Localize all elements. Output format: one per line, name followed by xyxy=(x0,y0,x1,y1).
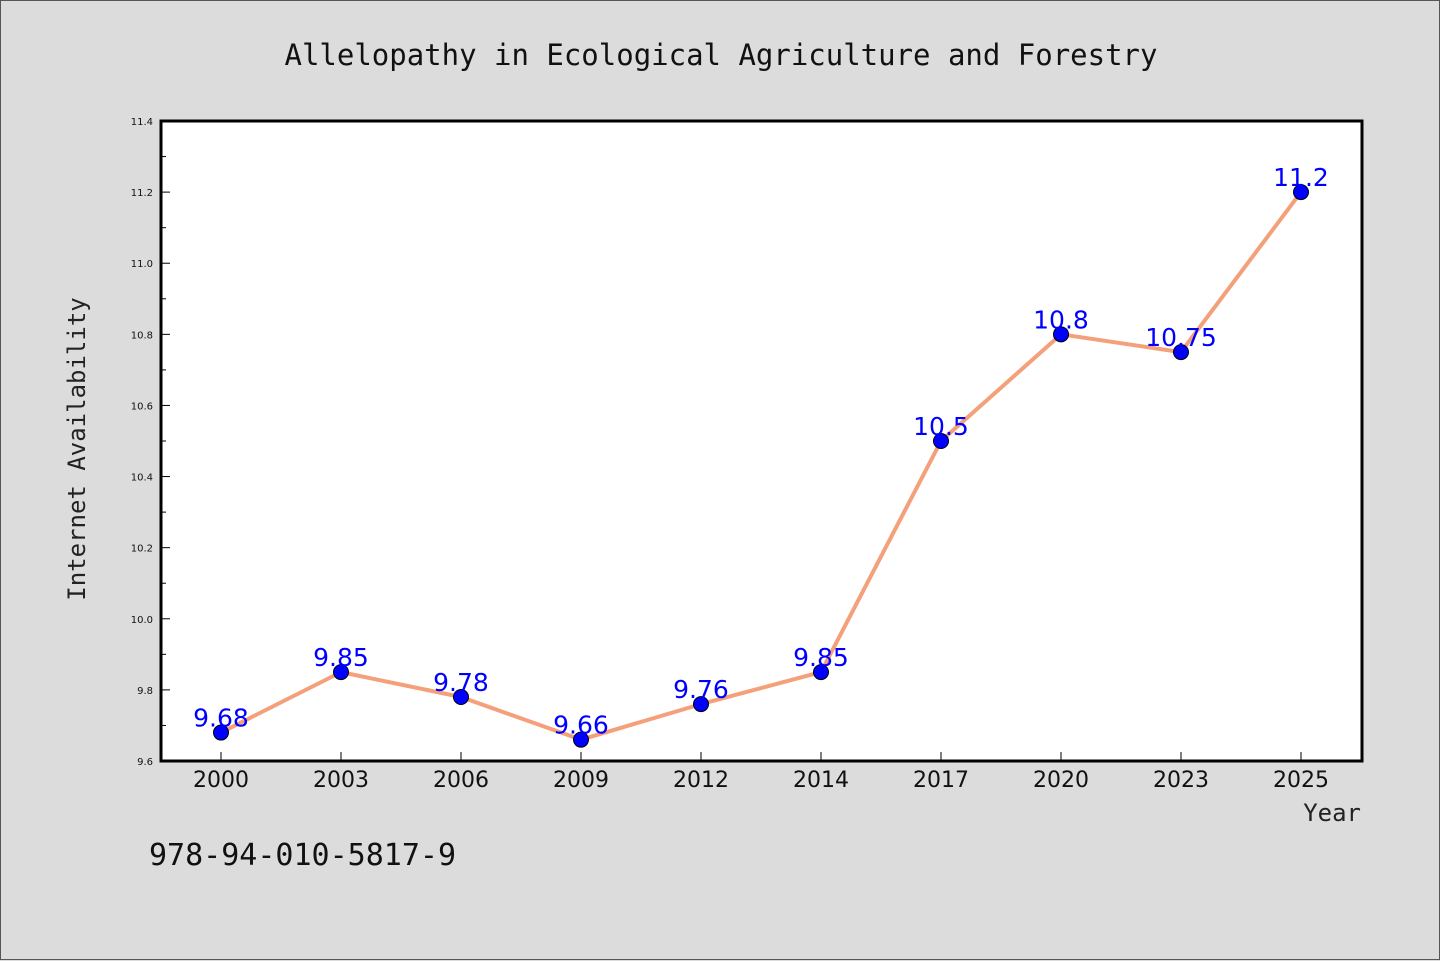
x-tick-label: 2012 xyxy=(673,768,729,793)
data-label: 9.76 xyxy=(673,675,729,704)
y-tick-label: 10.0 xyxy=(131,615,153,626)
data-point xyxy=(1293,184,1309,201)
series-line xyxy=(220,190,1303,742)
data-point xyxy=(813,664,829,681)
x-tick-label: 2000 xyxy=(193,768,249,793)
y-tick-label: 10.2 xyxy=(131,544,153,555)
x-tick-label: 2006 xyxy=(433,768,489,793)
data-label: 9.85 xyxy=(793,643,849,672)
y-axis-label: Internet Availability xyxy=(63,297,91,600)
x-tick-label: 2020 xyxy=(1033,768,1089,793)
data-label: 11.2 xyxy=(1273,163,1329,192)
x-tick-label: 2009 xyxy=(553,768,609,793)
x-axis-label: Year xyxy=(1303,799,1361,827)
data-point xyxy=(453,689,469,705)
data-point xyxy=(213,724,229,741)
y-tick-label: 9.6 xyxy=(137,757,153,768)
data-point xyxy=(333,664,349,681)
data-label: 9.68 xyxy=(193,704,249,733)
y-tick-label: 10.8 xyxy=(131,330,153,341)
data-label: 10.75 xyxy=(1145,323,1217,352)
y-tick-label: 10.6 xyxy=(131,401,153,412)
y-tick-label: 11.4 xyxy=(131,117,153,128)
plot-area xyxy=(159,119,1364,763)
data-label: 9.78 xyxy=(433,668,489,697)
isbn-text: 978-94-010-5817-9 xyxy=(149,838,456,873)
x-axis: 2000 2003 2006 2009 2012 2014 2017 2020 2023 2025 xyxy=(193,752,1329,793)
y-tick-label: 9.8 xyxy=(137,686,153,697)
data-point xyxy=(1053,326,1069,343)
data-point xyxy=(933,433,949,449)
data-labels-group: 9.68 9.85 9.78 9.66 9.76 9.85 10.5 10.8 10.75 11.… xyxy=(193,163,1329,740)
data-label: 10.8 xyxy=(1033,305,1089,334)
y-axis: 9.6 9.8 10.0 10.2 10.4 10.6 10.8 11.0 11.2 11.4 xyxy=(131,117,170,768)
data-label: 9.85 xyxy=(313,643,369,672)
data-point xyxy=(1173,344,1189,361)
x-tick-label: 2003 xyxy=(313,768,369,793)
chart-title: Allelopathy in Ecological Agriculture an… xyxy=(285,38,1158,72)
y-tick-label: 11.2 xyxy=(131,188,153,199)
markers-group xyxy=(213,184,1309,748)
x-tick-label: 2014 xyxy=(793,768,849,793)
x-tick-label: 2023 xyxy=(1153,768,1209,793)
data-label: 9.66 xyxy=(553,711,609,740)
y-tick-label: 10.4 xyxy=(131,473,153,484)
x-tick-label: 2025 xyxy=(1273,768,1329,793)
data-point xyxy=(693,696,709,713)
series-line-group xyxy=(220,190,1303,742)
x-tick-label: 2017 xyxy=(913,768,969,793)
data-label: 10.5 xyxy=(913,412,969,441)
y-tick-label: 11.0 xyxy=(131,259,153,270)
data-point xyxy=(573,731,589,748)
